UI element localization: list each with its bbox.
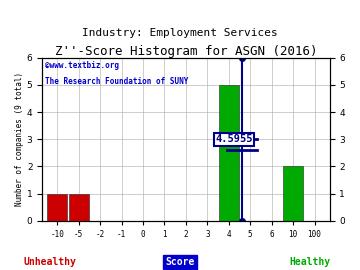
Bar xyxy=(219,85,239,221)
Text: Healthy: Healthy xyxy=(289,257,330,267)
Text: The Research Foundation of SUNY: The Research Foundation of SUNY xyxy=(45,77,189,86)
Text: Industry: Employment Services: Industry: Employment Services xyxy=(82,28,278,38)
Y-axis label: Number of companies (9 total): Number of companies (9 total) xyxy=(15,72,24,206)
Bar xyxy=(47,194,67,221)
Bar xyxy=(283,166,303,221)
Text: Unhealthy: Unhealthy xyxy=(24,257,77,267)
Title: Z''-Score Histogram for ASGN (2016): Z''-Score Histogram for ASGN (2016) xyxy=(55,45,317,58)
Bar xyxy=(68,194,89,221)
Text: Score: Score xyxy=(165,257,195,267)
Text: ©www.textbiz.org: ©www.textbiz.org xyxy=(45,61,119,70)
Text: 4.5955: 4.5955 xyxy=(215,134,253,144)
